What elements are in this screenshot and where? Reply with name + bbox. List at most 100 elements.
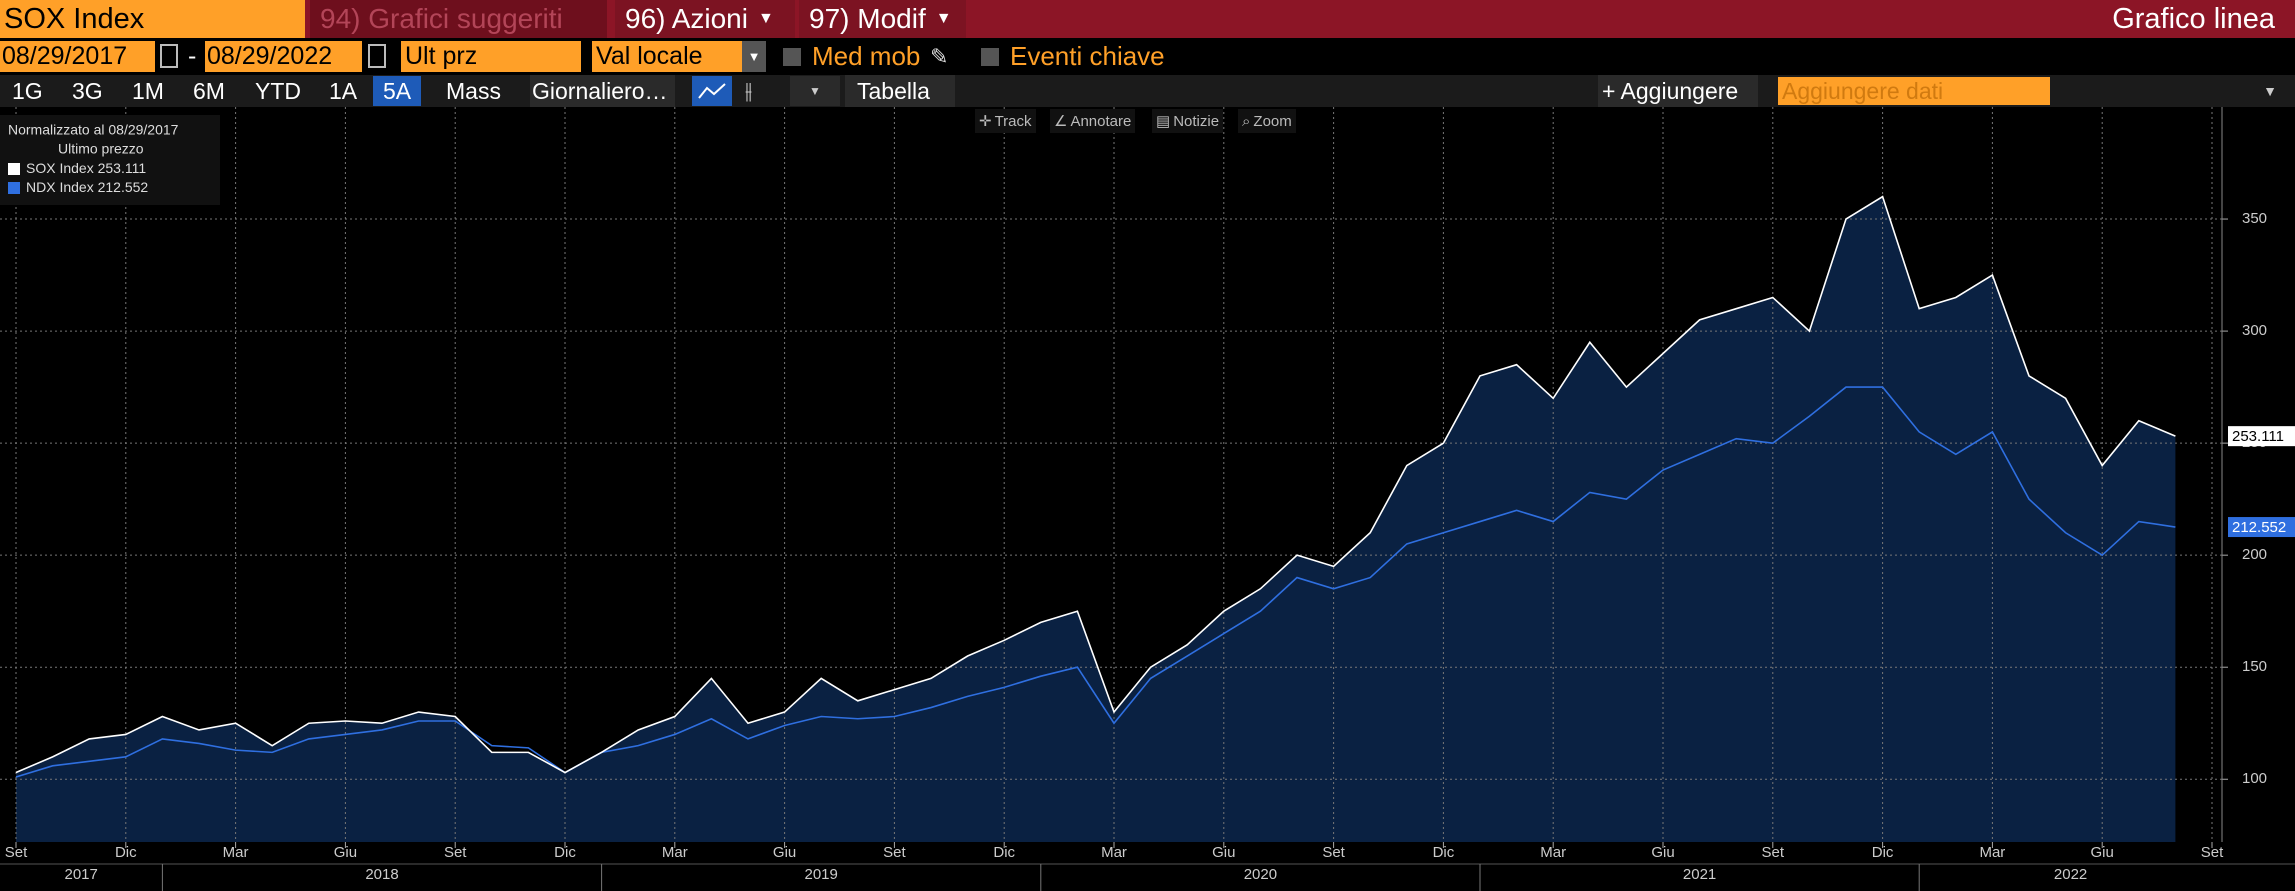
year-label: 2019 — [805, 866, 838, 883]
chart-tool-label: Annotare — [1070, 112, 1132, 130]
legend-swatch — [8, 163, 20, 175]
calendar-icon[interactable] — [368, 44, 386, 68]
period-button[interactable]: YTD — [255, 77, 301, 104]
x-tick-label: Set — [883, 844, 906, 861]
edit-label: 97) Modif — [809, 3, 926, 34]
year-label: 2018 — [365, 866, 398, 883]
start-date[interactable]: 08/29/2017 — [0, 41, 155, 72]
key-events-label: Eventi chiave — [1010, 41, 1165, 71]
x-tick-label: Mar — [1101, 844, 1127, 861]
x-tick-label: Giu — [334, 844, 357, 861]
x-tick-label: Set — [444, 844, 467, 861]
legend-entry: NDX Index 212.552 — [26, 179, 148, 195]
tool-icon: ⌕ — [1242, 112, 1251, 130]
x-tick-label: Mar — [223, 844, 249, 861]
actions-button[interactable]: 96) Azioni ▼ — [615, 0, 795, 38]
x-tick-label: Dic — [1433, 844, 1455, 861]
last-value-tag — [2228, 426, 2295, 447]
x-tick-label: Mar — [662, 844, 688, 861]
y-tick-label: 350 — [2242, 210, 2267, 227]
y-tick-label: 100 — [2242, 770, 2267, 787]
dropdown-arrow[interactable]: ▼ — [742, 41, 766, 72]
chart-tool-label: Zoom — [1253, 112, 1292, 130]
chart-tool[interactable]: ✛ Track — [975, 109, 1036, 133]
period-button[interactable]: 3G — [72, 77, 103, 104]
x-tick-label: Dic — [993, 844, 1015, 861]
suggested-button[interactable]: 94) Grafici suggeriti — [310, 0, 607, 38]
period-button[interactable]: 1A — [329, 77, 358, 104]
tool-icon: ▤ — [1156, 113, 1171, 130]
tool-icon: ✛ — [979, 113, 992, 130]
series-line — [15, 195, 2176, 774]
x-tick-label: Giu — [2091, 844, 2114, 861]
checkbox[interactable] — [783, 48, 801, 66]
chart: 100150200250300350SetDicMarGiuSetDicMarG… — [0, 107, 2295, 891]
year-label: 2022 — [2054, 866, 2087, 883]
date-separator: - — [188, 42, 197, 70]
chart-tool-label: Track — [994, 112, 1032, 130]
moving-avg-label: Med mob — [812, 41, 921, 71]
view-label: Grafico linea — [2112, 2, 2275, 35]
menu-button[interactable]: ▼ — [2263, 83, 2277, 99]
type-dropdown[interactable]: ▼ — [790, 76, 840, 106]
legend-swatch — [8, 182, 20, 194]
x-tick-label: Mar — [1979, 844, 2005, 861]
last-value-label: 253.111 — [2232, 428, 2284, 445]
series-line — [15, 386, 2176, 778]
year-label: 2017 — [65, 866, 98, 883]
icon — [698, 83, 726, 99]
x-tick-label: Giu — [1651, 844, 1674, 861]
add-button[interactable]: + Aggiungere — [1598, 75, 1758, 107]
year-label: 2020 — [1244, 866, 1277, 883]
bar-chart-icon[interactable]: ⫲ — [745, 78, 753, 103]
end-date[interactable]: 08/29/2022 — [205, 41, 362, 72]
legend-entry: SOX Index 253.111 — [26, 160, 146, 176]
x-tick-label: Set — [2201, 844, 2224, 861]
x-tick-label: Set — [5, 844, 28, 861]
chart-tool[interactable]: ∠ Annotare — [1050, 109, 1136, 133]
y-tick-label: 200 — [2242, 546, 2267, 563]
legend-name: SOX Index — [26, 160, 94, 176]
edit-button[interactable]: 97) Modif ▼ — [799, 0, 966, 38]
x-tick-label: Giu — [1212, 844, 1235, 861]
period-button[interactable]: 5A — [373, 76, 422, 106]
x-tick-label: Set — [1762, 844, 1785, 861]
add-data-input[interactable]: Aggiungere dati — [1778, 77, 2050, 105]
last-value-tag — [2228, 517, 2295, 538]
last-value-label: 212.552 — [2232, 519, 2286, 536]
x-tick-label: Giu — [773, 844, 796, 861]
x-tick-label: Dic — [1872, 844, 1894, 861]
ticker-field[interactable]: SOX Index — [0, 0, 305, 38]
table-button[interactable]: Tabella — [845, 75, 955, 107]
checkbox[interactable] — [981, 48, 999, 66]
legend-value: 253.111 — [98, 160, 147, 176]
currency-select[interactable]: Val locale — [592, 41, 742, 72]
x-tick-label: Set — [1322, 844, 1345, 861]
legend-box — [0, 115, 220, 205]
field-select[interactable]: Ult prz — [401, 41, 581, 72]
legend-subtitle: Ultimo prezzo — [58, 141, 144, 157]
y-tick-label: 150 — [2242, 658, 2267, 675]
chart-tool[interactable]: ▤ Notizie — [1152, 109, 1224, 133]
y-tick-label: 300 — [2242, 322, 2267, 339]
frequency-select[interactable]: Giornaliero… — [530, 75, 675, 107]
area — [16, 196, 2176, 842]
legend-title: Normalizzato al 08/29/2017 — [8, 122, 179, 138]
period-button[interactable]: 1G — [12, 77, 43, 104]
calendar-icon[interactable] — [160, 44, 178, 68]
legend-value: 212.552 — [98, 179, 149, 195]
period-button[interactable]: 6M — [193, 77, 225, 104]
x-tick-label: Mar — [1540, 844, 1566, 861]
tool-icon: ∠ — [1054, 113, 1068, 130]
x-tick-label: Dic — [554, 844, 576, 861]
chart-tool[interactable]: ⌕ Zoom — [1238, 109, 1296, 133]
pencil-icon[interactable]: ✎ — [930, 43, 949, 69]
legend-name: NDX Index — [26, 179, 94, 195]
chart-tool-label: Notizie — [1173, 112, 1220, 130]
period-button[interactable]: Mass — [446, 77, 501, 104]
actions-label: 96) Azioni — [625, 3, 748, 34]
year-label: 2021 — [1683, 866, 1716, 883]
line-chart-icon[interactable] — [692, 76, 732, 106]
period-button[interactable]: 1M — [132, 77, 164, 104]
